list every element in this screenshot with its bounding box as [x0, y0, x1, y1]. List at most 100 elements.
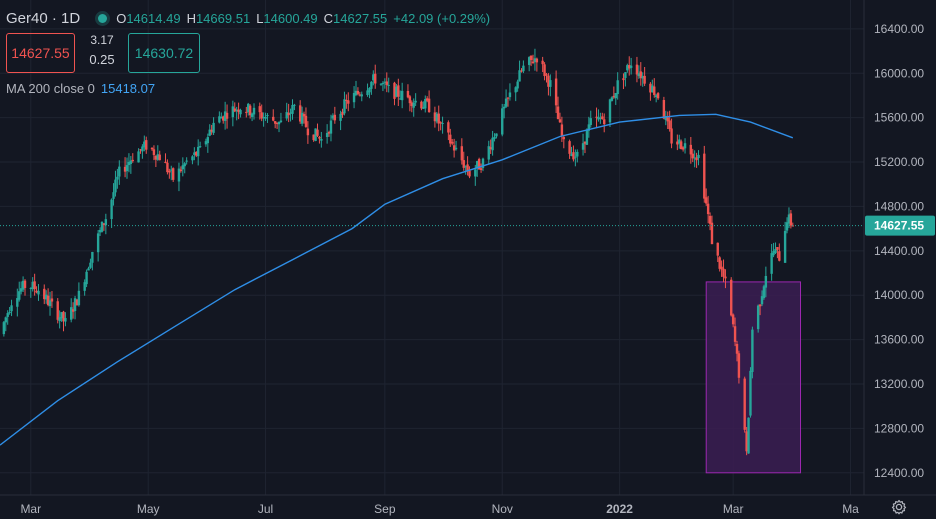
- candle-body: [293, 104, 296, 106]
- candle-body: [689, 144, 693, 155]
- candle-body: [181, 165, 185, 170]
- candle-body: [452, 145, 456, 151]
- candle-body: [460, 146, 464, 161]
- candle-body: [783, 230, 787, 263]
- candle-body: [387, 84, 390, 86]
- candle-body: [656, 93, 660, 99]
- candle-body: [327, 132, 331, 134]
- candle-body: [495, 133, 498, 137]
- candle-body: [352, 92, 356, 103]
- candle-body: [649, 83, 652, 93]
- candle-body: [441, 123, 444, 125]
- candle-body: [501, 108, 504, 135]
- candle-body: [156, 154, 159, 160]
- candle-body: [279, 120, 283, 123]
- candle-body: [681, 147, 685, 150]
- candle-body: [43, 288, 46, 300]
- candle-body: [360, 94, 363, 97]
- candle-body: [410, 102, 413, 107]
- y-tick-label: 14800.00: [874, 199, 924, 213]
- market-status-icon: [98, 13, 108, 23]
- candle-body: [393, 82, 396, 99]
- candle-body: [745, 431, 748, 452]
- candle-body: [545, 74, 548, 76]
- candle-body: [722, 268, 725, 277]
- candle-body: [425, 98, 429, 101]
- candle-body: [31, 281, 34, 290]
- x-tick-label: Sep: [374, 502, 396, 516]
- candle-body: [383, 81, 387, 83]
- close-value: 14627.55: [333, 10, 388, 26]
- candle-body: [718, 257, 721, 269]
- candle-body: [85, 271, 88, 285]
- candle-body: [520, 70, 523, 72]
- candle-body: [381, 83, 385, 85]
- candle-body: [354, 90, 358, 95]
- candle-body: [489, 147, 492, 150]
- candle-body: [150, 147, 154, 150]
- candle-body: [329, 120, 333, 134]
- y-tick-label: 15200.00: [874, 155, 924, 169]
- candle-body: [502, 106, 506, 109]
- candle-body: [778, 251, 781, 261]
- indicator-legend[interactable]: MA 200 close 0 15418.07: [6, 81, 155, 96]
- candle-body: [433, 112, 437, 122]
- candle-body: [195, 151, 198, 156]
- candle-body: [668, 120, 671, 130]
- candle-body: [493, 136, 496, 139]
- buy-button[interactable]: 14630.72: [128, 33, 200, 73]
- candle-body: [18, 291, 21, 300]
- candle-body: [477, 158, 481, 170]
- candle-body: [756, 305, 760, 330]
- candle-body: [212, 122, 215, 133]
- candle-body: [37, 290, 40, 295]
- candle-body: [289, 112, 292, 114]
- candle-body: [247, 103, 250, 113]
- y-tick-label: 12800.00: [874, 421, 924, 435]
- candle-body: [399, 98, 402, 100]
- candle-body: [639, 71, 642, 79]
- sell-button[interactable]: 14627.55: [6, 33, 75, 73]
- candle-body: [183, 163, 186, 167]
- candle-body: [339, 113, 342, 121]
- candle-body: [62, 311, 65, 322]
- current-price-label: 14627.55: [874, 219, 924, 233]
- symbol-label[interactable]: Ger40 · 1D: [6, 9, 81, 27]
- candle-body: [112, 192, 115, 199]
- candle-body: [341, 111, 344, 115]
- candle-body: [662, 99, 666, 119]
- candle-body: [451, 141, 454, 144]
- candle-body: [466, 164, 469, 172]
- gear-icon[interactable]: [891, 499, 907, 515]
- candle-body: [487, 146, 490, 160]
- candle-body: [46, 295, 50, 306]
- x-tick-label: Mar: [723, 502, 744, 516]
- candle-body: [529, 55, 533, 61]
- candle-body: [462, 160, 465, 168]
- candle-body: [366, 90, 369, 96]
- candle-body: [291, 104, 294, 114]
- candle-body: [706, 203, 710, 215]
- x-tick-label: Nov: [492, 502, 513, 516]
- candle-body: [733, 326, 737, 342]
- candle-body: [449, 134, 452, 144]
- candle-body: [220, 117, 223, 119]
- candle-body: [651, 85, 654, 93]
- candle-body: [127, 161, 131, 166]
- candle-body: [643, 75, 646, 84]
- candle-body: [670, 128, 673, 144]
- candle-body: [574, 156, 577, 158]
- candle-body: [56, 301, 59, 320]
- candle-body: [345, 99, 348, 101]
- candle-body: [316, 129, 319, 136]
- high-label: H: [186, 10, 196, 26]
- candle-body: [170, 169, 173, 171]
- candle-body: [558, 119, 562, 123]
- candle-body: [197, 146, 200, 157]
- x-tick-label: Mar: [20, 502, 41, 516]
- candle-body: [325, 132, 329, 137]
- candle-body: [379, 83, 383, 85]
- candle-body: [83, 282, 86, 291]
- candle-body: [653, 86, 656, 95]
